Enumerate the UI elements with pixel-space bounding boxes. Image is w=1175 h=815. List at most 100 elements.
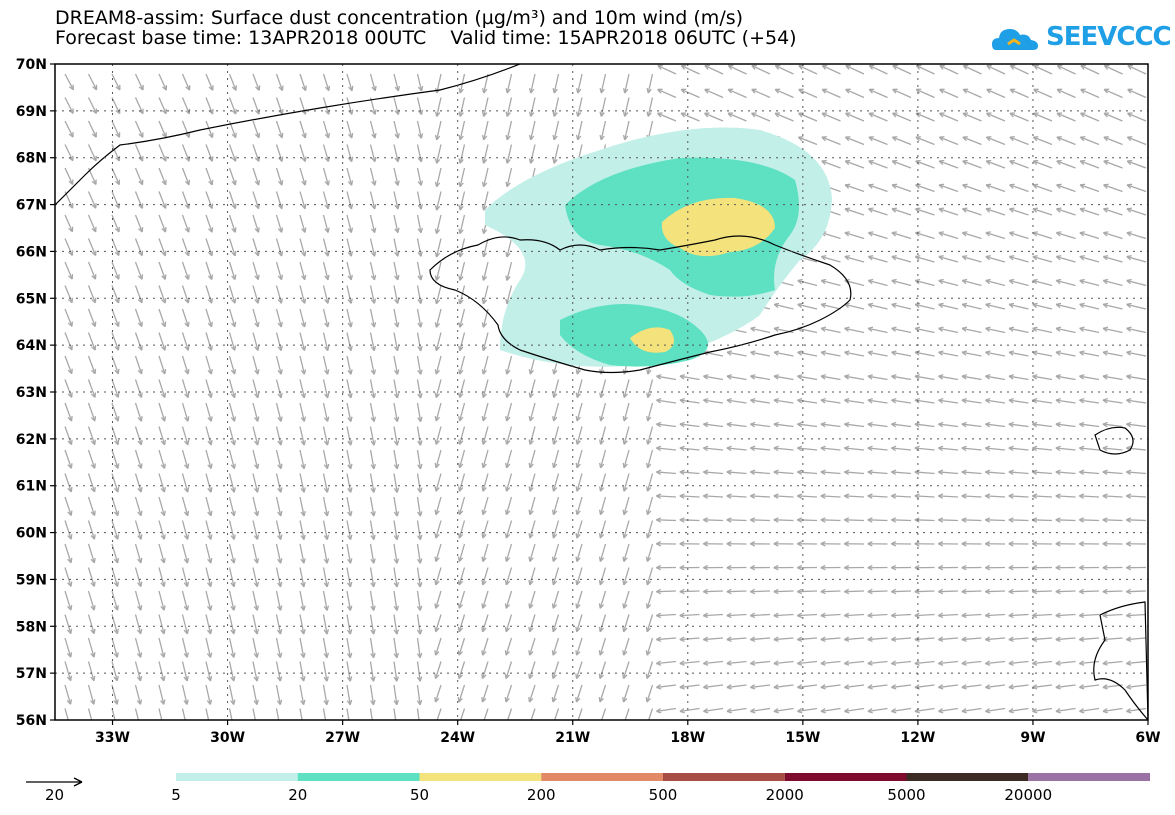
wind-arrow [938,326,959,334]
wind-arrow [369,473,376,493]
wind-arrow [275,567,283,588]
wind-arrow [773,541,794,547]
wind-arrow [1055,374,1076,381]
wind-arrow [528,73,536,94]
wind-arrow [820,636,841,642]
wind-arrow [111,708,116,720]
wind-arrow [657,112,677,122]
wind-arrow [750,445,771,452]
wind-arrow [458,473,466,492]
wind-arrow [228,167,237,186]
wind-arrow [985,660,1006,666]
wind-arrow [528,661,536,680]
wind-arrow [158,167,167,186]
wind-arrow [962,112,982,122]
wind-arrow [275,684,283,706]
wind-arrow [645,567,654,586]
wind-arrow [645,614,654,633]
lat-tick-label: 67N [16,198,47,214]
wind-arrow [458,426,466,445]
wind-arrow [346,590,353,611]
wind-arrow [938,564,959,571]
wind-arrow [1008,660,1029,666]
wind-arrow [1009,64,1029,75]
wind-arrow [868,207,888,216]
legend-label: 50 [410,786,429,804]
wind-arrow [434,308,442,328]
wind-arrow [393,261,400,281]
iceland-coastline [429,235,852,374]
lon-tick-label: 9W [1020,730,1045,746]
wind-arrow [656,564,677,571]
wind-arrow [726,588,747,595]
wind-arrow [1055,517,1076,523]
wind-arrow [1079,398,1100,404]
wind-arrow [1102,326,1123,334]
wind-arrow [483,708,489,720]
wind-arrow [416,590,423,611]
wind-arrow [346,332,353,352]
wind-arrow [551,590,560,609]
wind-arrow [205,496,213,517]
wind-arrow [891,445,912,452]
wind-arrow [915,159,935,169]
wind-arrow [938,421,959,428]
wind-arrow [530,708,536,720]
wind-arrow [505,379,513,398]
wind-arrow [158,708,163,720]
wind-arrow [646,379,654,398]
wind-arrow [622,97,630,117]
wind-arrow [914,493,935,499]
wind-arrow [891,660,912,666]
wind-arrow [1126,302,1147,310]
wind-arrow [773,612,794,619]
wind-arrow [703,493,724,499]
wind-arrow [575,73,583,94]
wind-arrow [1102,445,1123,452]
wind-arrow [181,285,190,304]
wind-arrow [481,473,489,492]
wind-arrow [504,661,513,680]
dust-contour-50 [661,197,775,257]
wind-arrow [322,402,330,422]
wind-arrow [252,567,260,588]
wind-arrow [393,214,400,234]
wind-arrow [1032,136,1053,146]
wind-arrow [844,445,865,452]
wind-arrow [181,426,190,446]
wind-arrow [134,73,144,91]
wind-arrow [577,708,583,720]
legend-label: 500 [649,786,678,804]
wind-arrow [704,112,724,122]
wind-arrow [1009,159,1029,169]
wind-arrow [87,308,97,327]
wind-arrow [181,332,190,351]
wind-arrow [87,191,97,209]
wind-arrow [1102,660,1123,666]
wind-arrow [797,374,818,381]
wind-arrow [228,520,236,540]
wind-arrow [820,445,841,452]
wind-arrow [460,708,466,720]
wind-arrow [528,496,536,516]
wind-arrow [914,278,935,287]
wind-arrow [598,614,607,633]
wind-arrow [868,64,888,75]
wind-arrow [299,308,307,328]
wind-arrow [87,285,97,304]
wind-arrow [1008,326,1029,334]
wind-arrow [393,402,400,423]
wind-arrow [205,214,214,233]
wind-arrow [134,449,143,469]
wind-arrow [299,191,307,210]
wind-arrow [252,426,260,446]
wind-arrow [1126,231,1147,240]
wind-arrow [87,120,97,138]
wind-arrow [64,520,73,540]
wind-arrow [622,426,630,445]
wind-arrow [773,374,794,381]
wind-arrow [528,402,536,422]
wind-arrow [1079,278,1100,287]
wind-arrow [134,708,140,720]
wind-arrow [1127,112,1147,122]
